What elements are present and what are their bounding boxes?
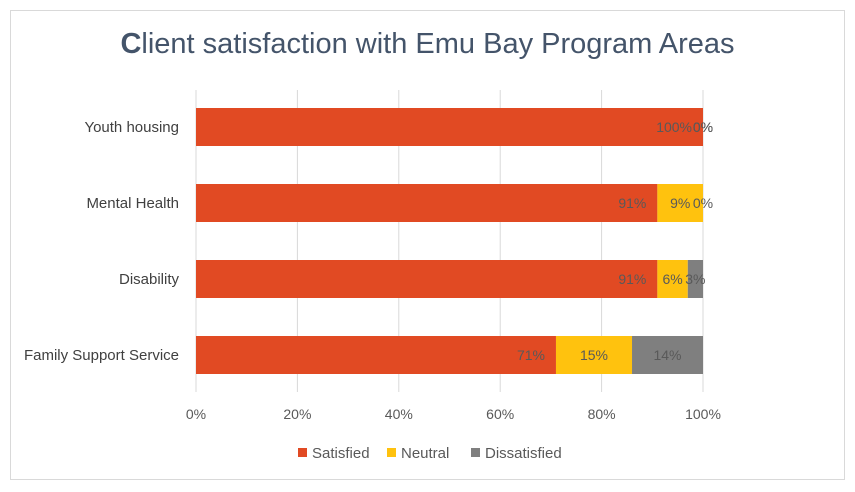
legend: Satisfied Neutral Dissatisfied bbox=[298, 445, 562, 462]
data-label: 71% bbox=[517, 347, 545, 363]
category-label: Youth housing bbox=[84, 119, 179, 136]
bar-satisfied bbox=[196, 260, 658, 298]
legend-label: Satisfied bbox=[312, 445, 370, 462]
chart-title-initial: C bbox=[120, 28, 142, 60]
category-label: Disability bbox=[119, 271, 180, 288]
data-labels: 100% 0%0%91% 9% 0%91% 6% 3%71% 15% 14% bbox=[517, 119, 713, 363]
category-label: Family Support Service bbox=[24, 347, 179, 364]
bar-neutral bbox=[657, 184, 703, 222]
x-tick-label: 20% bbox=[283, 406, 311, 422]
bar-dissatisfied bbox=[687, 260, 703, 298]
x-tick-label: 0% bbox=[186, 406, 206, 422]
data-label: 14% bbox=[653, 347, 681, 363]
data-label: 6% bbox=[662, 271, 682, 287]
data-label: 91% bbox=[618, 195, 646, 211]
legend-swatch-dissatisfied bbox=[471, 448, 480, 457]
data-label: 91% bbox=[618, 271, 646, 287]
legend-swatch-neutral bbox=[387, 448, 396, 457]
axes: 0% 20% 40% 60% 80% 100% Youth housing Mental He… bbox=[24, 119, 721, 422]
chart-area bbox=[10, 10, 845, 480]
x-tick-label: 100% bbox=[685, 406, 721, 422]
category-label: Mental Health bbox=[86, 195, 179, 212]
bar-neutral bbox=[657, 260, 688, 298]
legend-label: Neutral bbox=[401, 445, 449, 462]
data-label: 9% bbox=[670, 195, 690, 211]
data-label: 3% bbox=[685, 271, 705, 287]
legend-swatch-satisfied bbox=[298, 448, 307, 457]
bar-satisfied bbox=[196, 184, 658, 222]
bar-satisfied bbox=[196, 336, 556, 374]
chart-title: Client satisfaction with Emu Bay Program… bbox=[0, 28, 855, 61]
data-label: 15% bbox=[580, 347, 608, 363]
data-label: 100% bbox=[656, 119, 692, 135]
x-tick-label: 40% bbox=[385, 406, 413, 422]
legend-label: Dissatisfied bbox=[485, 445, 562, 462]
data-label: 0% bbox=[693, 195, 713, 211]
x-tick-label: 60% bbox=[486, 406, 514, 422]
bars bbox=[196, 108, 703, 374]
chart-title-rest: lient satisfaction with Emu Bay Program … bbox=[141, 28, 735, 60]
bar-satisfied bbox=[196, 108, 703, 146]
bar-neutral bbox=[555, 336, 633, 374]
bar-dissatisfied bbox=[632, 336, 703, 374]
x-tick-label: 80% bbox=[588, 406, 616, 422]
data-label: 0% bbox=[693, 119, 713, 135]
data-label: 0% bbox=[693, 119, 713, 135]
